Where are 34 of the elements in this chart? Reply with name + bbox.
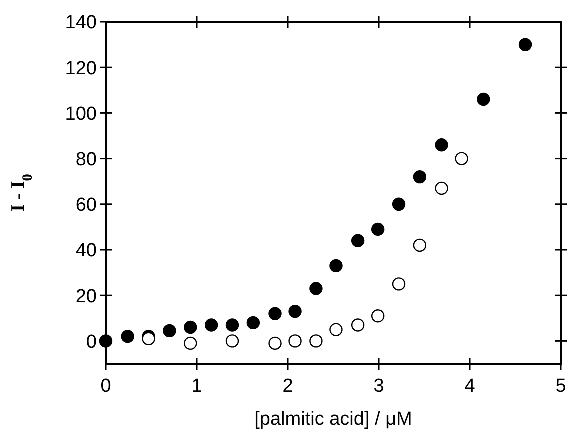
- point: [310, 282, 323, 296]
- point: [268, 307, 282, 320]
- x-tick-label: 3: [374, 376, 384, 397]
- point: [288, 304, 302, 318]
- point: [518, 38, 532, 52]
- y-tick-label: 80: [76, 149, 97, 170]
- point: [413, 170, 427, 184]
- y-tick-label: 120: [65, 58, 97, 80]
- y-tick-label: 0: [86, 332, 97, 353]
- point: [477, 92, 490, 106]
- y-tick-label: 20: [76, 286, 97, 308]
- point: [99, 334, 113, 348]
- point: [204, 318, 218, 332]
- y-tick-label: 140: [65, 12, 97, 34]
- point: [330, 259, 343, 273]
- x-tick-label: 5: [556, 376, 566, 397]
- point: [121, 330, 134, 344]
- x-axis-title: [palmitic acid] / μM: [254, 409, 412, 430]
- y-tick-label: 100: [65, 104, 97, 125]
- y-tick-label: 40: [76, 240, 97, 262]
- point: [226, 318, 240, 332]
- point: [163, 324, 176, 338]
- point: [392, 198, 406, 211]
- point: [371, 222, 385, 236]
- point: [246, 316, 260, 330]
- point: [142, 332, 156, 346]
- x-tick-label: 4: [464, 376, 476, 397]
- point: [351, 234, 365, 248]
- x-tick-label: 0: [100, 376, 112, 397]
- x-tick-label: 1: [192, 376, 202, 397]
- x-tick-label: 2: [282, 376, 294, 397]
- y-tick-label: 60: [76, 195, 97, 216]
- point: [435, 138, 448, 152]
- point: [184, 320, 198, 334]
